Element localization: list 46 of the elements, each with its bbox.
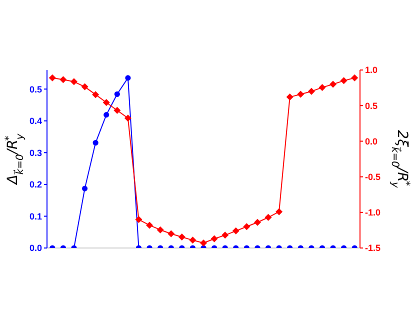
point bbox=[92, 91, 100, 98]
point bbox=[340, 77, 348, 84]
point bbox=[308, 88, 315, 95]
y-tick-label: 0.1 bbox=[29, 211, 42, 222]
point bbox=[276, 208, 283, 216]
point bbox=[264, 214, 272, 221]
point bbox=[104, 112, 110, 118]
y2-tick-label: -0.5 bbox=[365, 172, 381, 182]
point bbox=[232, 227, 240, 234]
y2-tick-label: -1.0 bbox=[365, 208, 381, 218]
point bbox=[189, 236, 196, 244]
point bbox=[243, 223, 250, 230]
point bbox=[222, 232, 229, 239]
point bbox=[70, 78, 78, 86]
y-tick-label: 0.5 bbox=[29, 84, 42, 94]
point bbox=[178, 233, 186, 240]
point bbox=[286, 94, 294, 101]
y-tick-label: 0.4 bbox=[29, 116, 42, 126]
point bbox=[330, 80, 337, 88]
point bbox=[254, 218, 261, 226]
point bbox=[200, 240, 207, 247]
point bbox=[210, 235, 218, 242]
point bbox=[168, 230, 175, 238]
point bbox=[146, 222, 154, 229]
point bbox=[60, 76, 67, 84]
y-tick-label: 0.0 bbox=[29, 243, 42, 254]
point bbox=[114, 91, 120, 97]
point bbox=[124, 114, 132, 122]
point bbox=[318, 84, 326, 91]
point bbox=[114, 106, 121, 114]
point bbox=[102, 98, 110, 106]
y2-tick-label: 0.5 bbox=[365, 100, 378, 111]
point bbox=[81, 83, 88, 90]
point bbox=[82, 186, 88, 192]
point bbox=[92, 140, 98, 146]
y-tick-label: 0.2 bbox=[29, 180, 42, 190]
y-tick-label: 0.3 bbox=[29, 148, 42, 158]
point bbox=[156, 226, 164, 234]
point bbox=[351, 74, 358, 82]
point bbox=[48, 74, 56, 82]
point bbox=[125, 75, 131, 81]
y2-tick-label: 1.0 bbox=[365, 65, 378, 76]
point bbox=[297, 90, 304, 98]
y2-tick-label: 0.0 bbox=[365, 136, 378, 146]
point bbox=[135, 216, 142, 224]
y2-tick-label: -1.5 bbox=[365, 243, 381, 254]
